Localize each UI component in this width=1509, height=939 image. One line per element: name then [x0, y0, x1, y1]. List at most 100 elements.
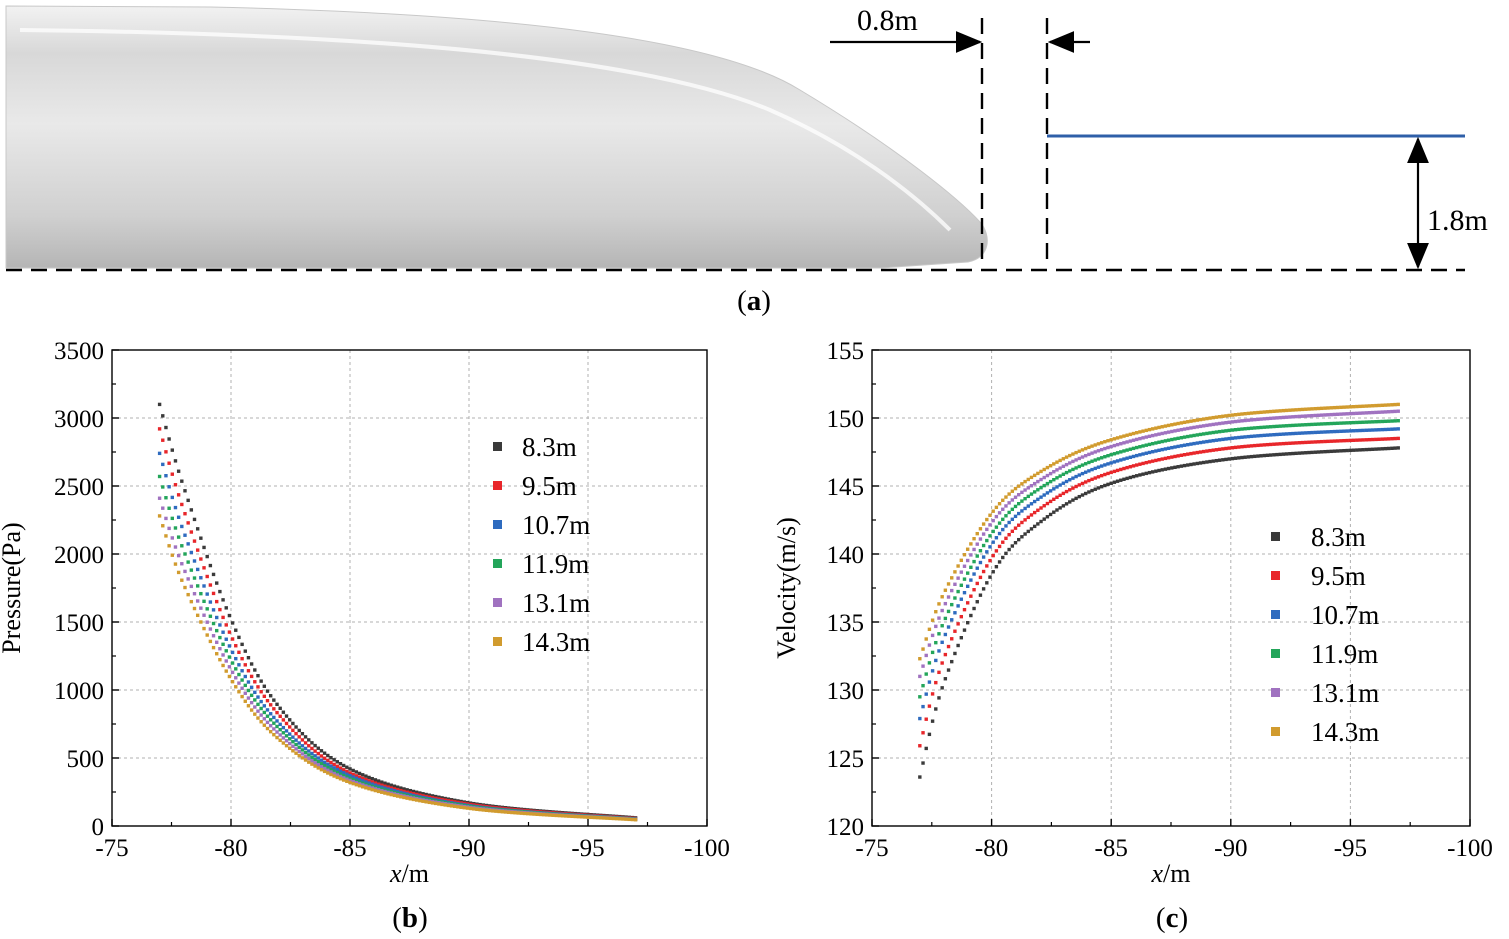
data-point [1077, 473, 1082, 477]
data-point [930, 633, 935, 638]
y-tick-label: 140 [827, 542, 865, 569]
data-point [924, 692, 928, 696]
data-point [354, 770, 359, 774]
data-point [1278, 432, 1282, 437]
data-point [1029, 484, 1034, 488]
data-point [341, 776, 346, 780]
data-point [1026, 494, 1030, 499]
data-point [1214, 448, 1219, 452]
data-point [1221, 458, 1225, 462]
data-point [1208, 423, 1212, 427]
data-point [1297, 414, 1302, 419]
data-point [1262, 417, 1266, 421]
data-point [1128, 475, 1133, 480]
data-point [1211, 430, 1215, 435]
data-point [288, 741, 292, 746]
data-point [1396, 402, 1400, 407]
data-point [1380, 410, 1384, 414]
data-point [208, 639, 213, 644]
data-point [981, 569, 986, 574]
data-point [1335, 429, 1340, 434]
data-point [1284, 424, 1289, 428]
data-point [329, 770, 333, 774]
data-point [291, 735, 295, 739]
data-point [1288, 441, 1292, 445]
data-point [1182, 453, 1187, 457]
data-point [1173, 429, 1177, 433]
data-point [1163, 439, 1168, 443]
y-tick-label: 130 [827, 678, 865, 705]
data-point [1355, 428, 1359, 433]
data-point [1390, 409, 1394, 414]
data-point [218, 635, 222, 640]
data-point [494, 809, 498, 813]
data-point [1182, 443, 1187, 447]
data-point [1147, 470, 1152, 475]
data-point [1010, 529, 1015, 534]
data-point [1342, 421, 1346, 425]
data-point [975, 554, 979, 558]
data-point [962, 564, 967, 568]
data-point [1157, 432, 1161, 436]
data-point [1017, 523, 1021, 527]
data-point [1061, 464, 1066, 469]
data-point [1013, 541, 1018, 545]
data-point [1160, 439, 1164, 444]
data-point [1029, 527, 1034, 531]
data-point [924, 746, 928, 751]
data-point [195, 567, 200, 572]
data-point [240, 656, 244, 661]
data-point [1083, 480, 1088, 484]
data-point [1383, 446, 1388, 451]
data-point [1001, 507, 1005, 511]
data-point [503, 810, 508, 814]
data-point [195, 527, 200, 531]
data-point [567, 814, 571, 818]
data-point [937, 616, 941, 620]
data-point [1026, 515, 1030, 520]
data-point [307, 753, 311, 757]
legend-marker [1271, 532, 1280, 541]
data-point [332, 766, 336, 770]
data-point [1310, 413, 1314, 418]
data-point [364, 784, 368, 788]
data-point [1383, 410, 1388, 414]
data-point [1150, 459, 1155, 463]
data-point [249, 700, 254, 705]
data-point [940, 640, 944, 645]
data-point [1284, 441, 1289, 446]
data-point [1173, 465, 1177, 470]
data-point [1090, 467, 1094, 472]
data-point [1243, 455, 1247, 459]
data-point [373, 781, 378, 785]
data-point [195, 548, 200, 552]
data-point [373, 778, 378, 782]
data-point [991, 540, 995, 544]
data-point [1160, 468, 1164, 472]
data-point [1227, 413, 1231, 418]
data-point [1106, 482, 1110, 487]
data-point [1364, 404, 1369, 408]
data-point [1150, 427, 1155, 431]
data-point [930, 618, 935, 622]
data-point [921, 647, 925, 651]
data-point [1300, 407, 1305, 412]
data-point [1214, 458, 1219, 463]
data-point [313, 754, 317, 758]
data-point [1122, 466, 1126, 471]
data-point [373, 788, 378, 793]
data-point [1268, 433, 1273, 437]
data-point [341, 763, 346, 768]
data-point [1237, 419, 1241, 423]
data-point [1074, 450, 1078, 455]
data-point [1383, 427, 1388, 432]
data-point [1201, 424, 1206, 428]
data-point [1396, 409, 1400, 413]
data-point [921, 683, 925, 688]
data-point [1083, 491, 1088, 496]
data-point [341, 778, 346, 782]
data-point [1131, 474, 1136, 479]
legend-label: 8.3m [522, 432, 577, 462]
data-point [1173, 422, 1177, 426]
